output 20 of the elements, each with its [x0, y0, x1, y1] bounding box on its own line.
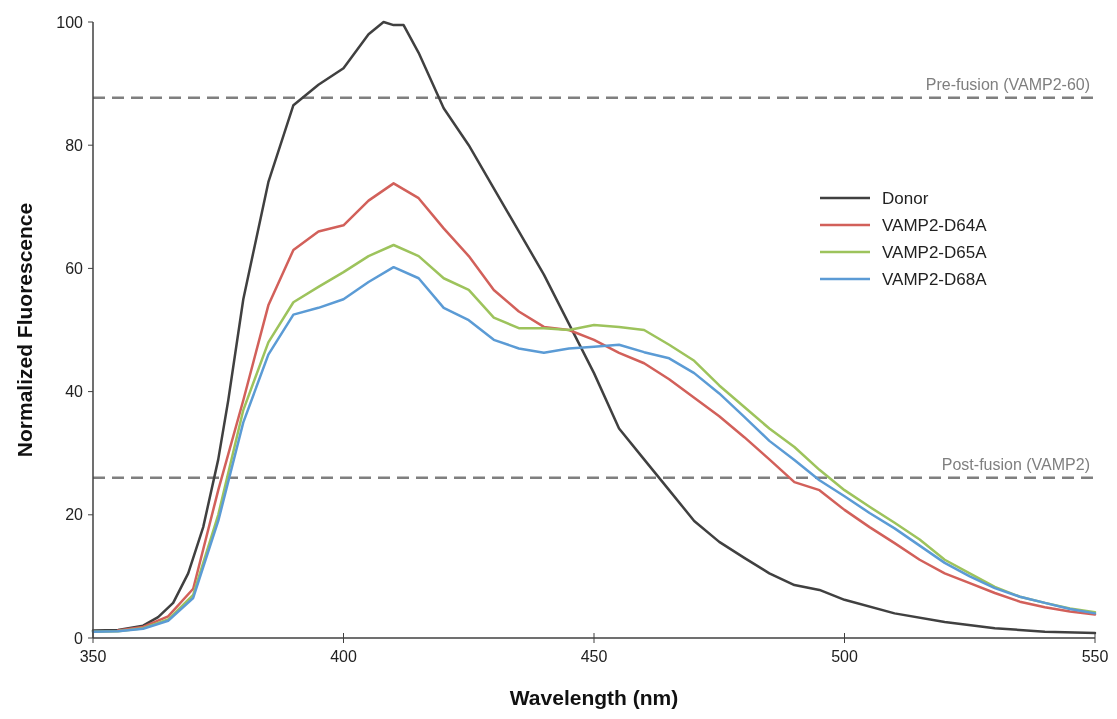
x-tick-label: 400 [330, 648, 357, 665]
ref-line-label: Pre-fusion (VAMP2-60) [925, 75, 1090, 93]
legend-label: VAMP2-D64A [882, 215, 988, 235]
y-tick-label: 40 [65, 383, 84, 401]
y-tick-label: 100 [56, 13, 84, 31]
x-tick-label: 550 [1081, 648, 1109, 665]
legend-label: VAMP2-D65A [882, 242, 988, 262]
line-series [116, 182, 1097, 632]
y-tick-label: 20 [65, 506, 84, 524]
x-tick-label: 350 [79, 648, 107, 665]
x-axis-title: Wavelength (nm) [509, 686, 679, 709]
y-tick-label: 60 [65, 260, 84, 277]
ref-line-label: Post-fusion (VAMP2) [941, 455, 1090, 473]
x-tick-label: 450 [580, 648, 608, 665]
legend-label: VAMP2-D68A [882, 269, 988, 289]
legend-label: Donor [882, 188, 929, 208]
y-axis-title: Normalized Fluorescence [13, 202, 36, 458]
y-tick-label: 0 [74, 629, 84, 647]
y-tick-label: 80 [65, 136, 84, 154]
x-tick-label: 500 [831, 648, 858, 665]
